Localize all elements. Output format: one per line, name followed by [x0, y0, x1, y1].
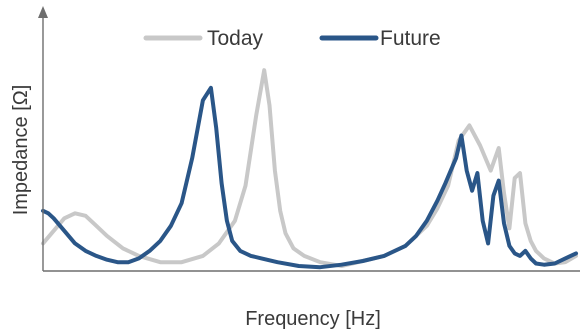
- legend-label-today: Today: [207, 27, 264, 50]
- legend-label-future: Future: [380, 27, 441, 50]
- y-axis-arrow: [38, 6, 48, 18]
- x-axis-title: Frequency [Hz]: [245, 308, 381, 330]
- series-line-today: [41, 68, 578, 268]
- series-line-future: [41, 85, 578, 270]
- legend: Today Future: [143, 27, 441, 50]
- series-group: [41, 68, 578, 270]
- axes: Impedance [Ω] Frequency [Hz]: [10, 6, 580, 330]
- y-axis-title: Impedance [Ω]: [10, 85, 32, 216]
